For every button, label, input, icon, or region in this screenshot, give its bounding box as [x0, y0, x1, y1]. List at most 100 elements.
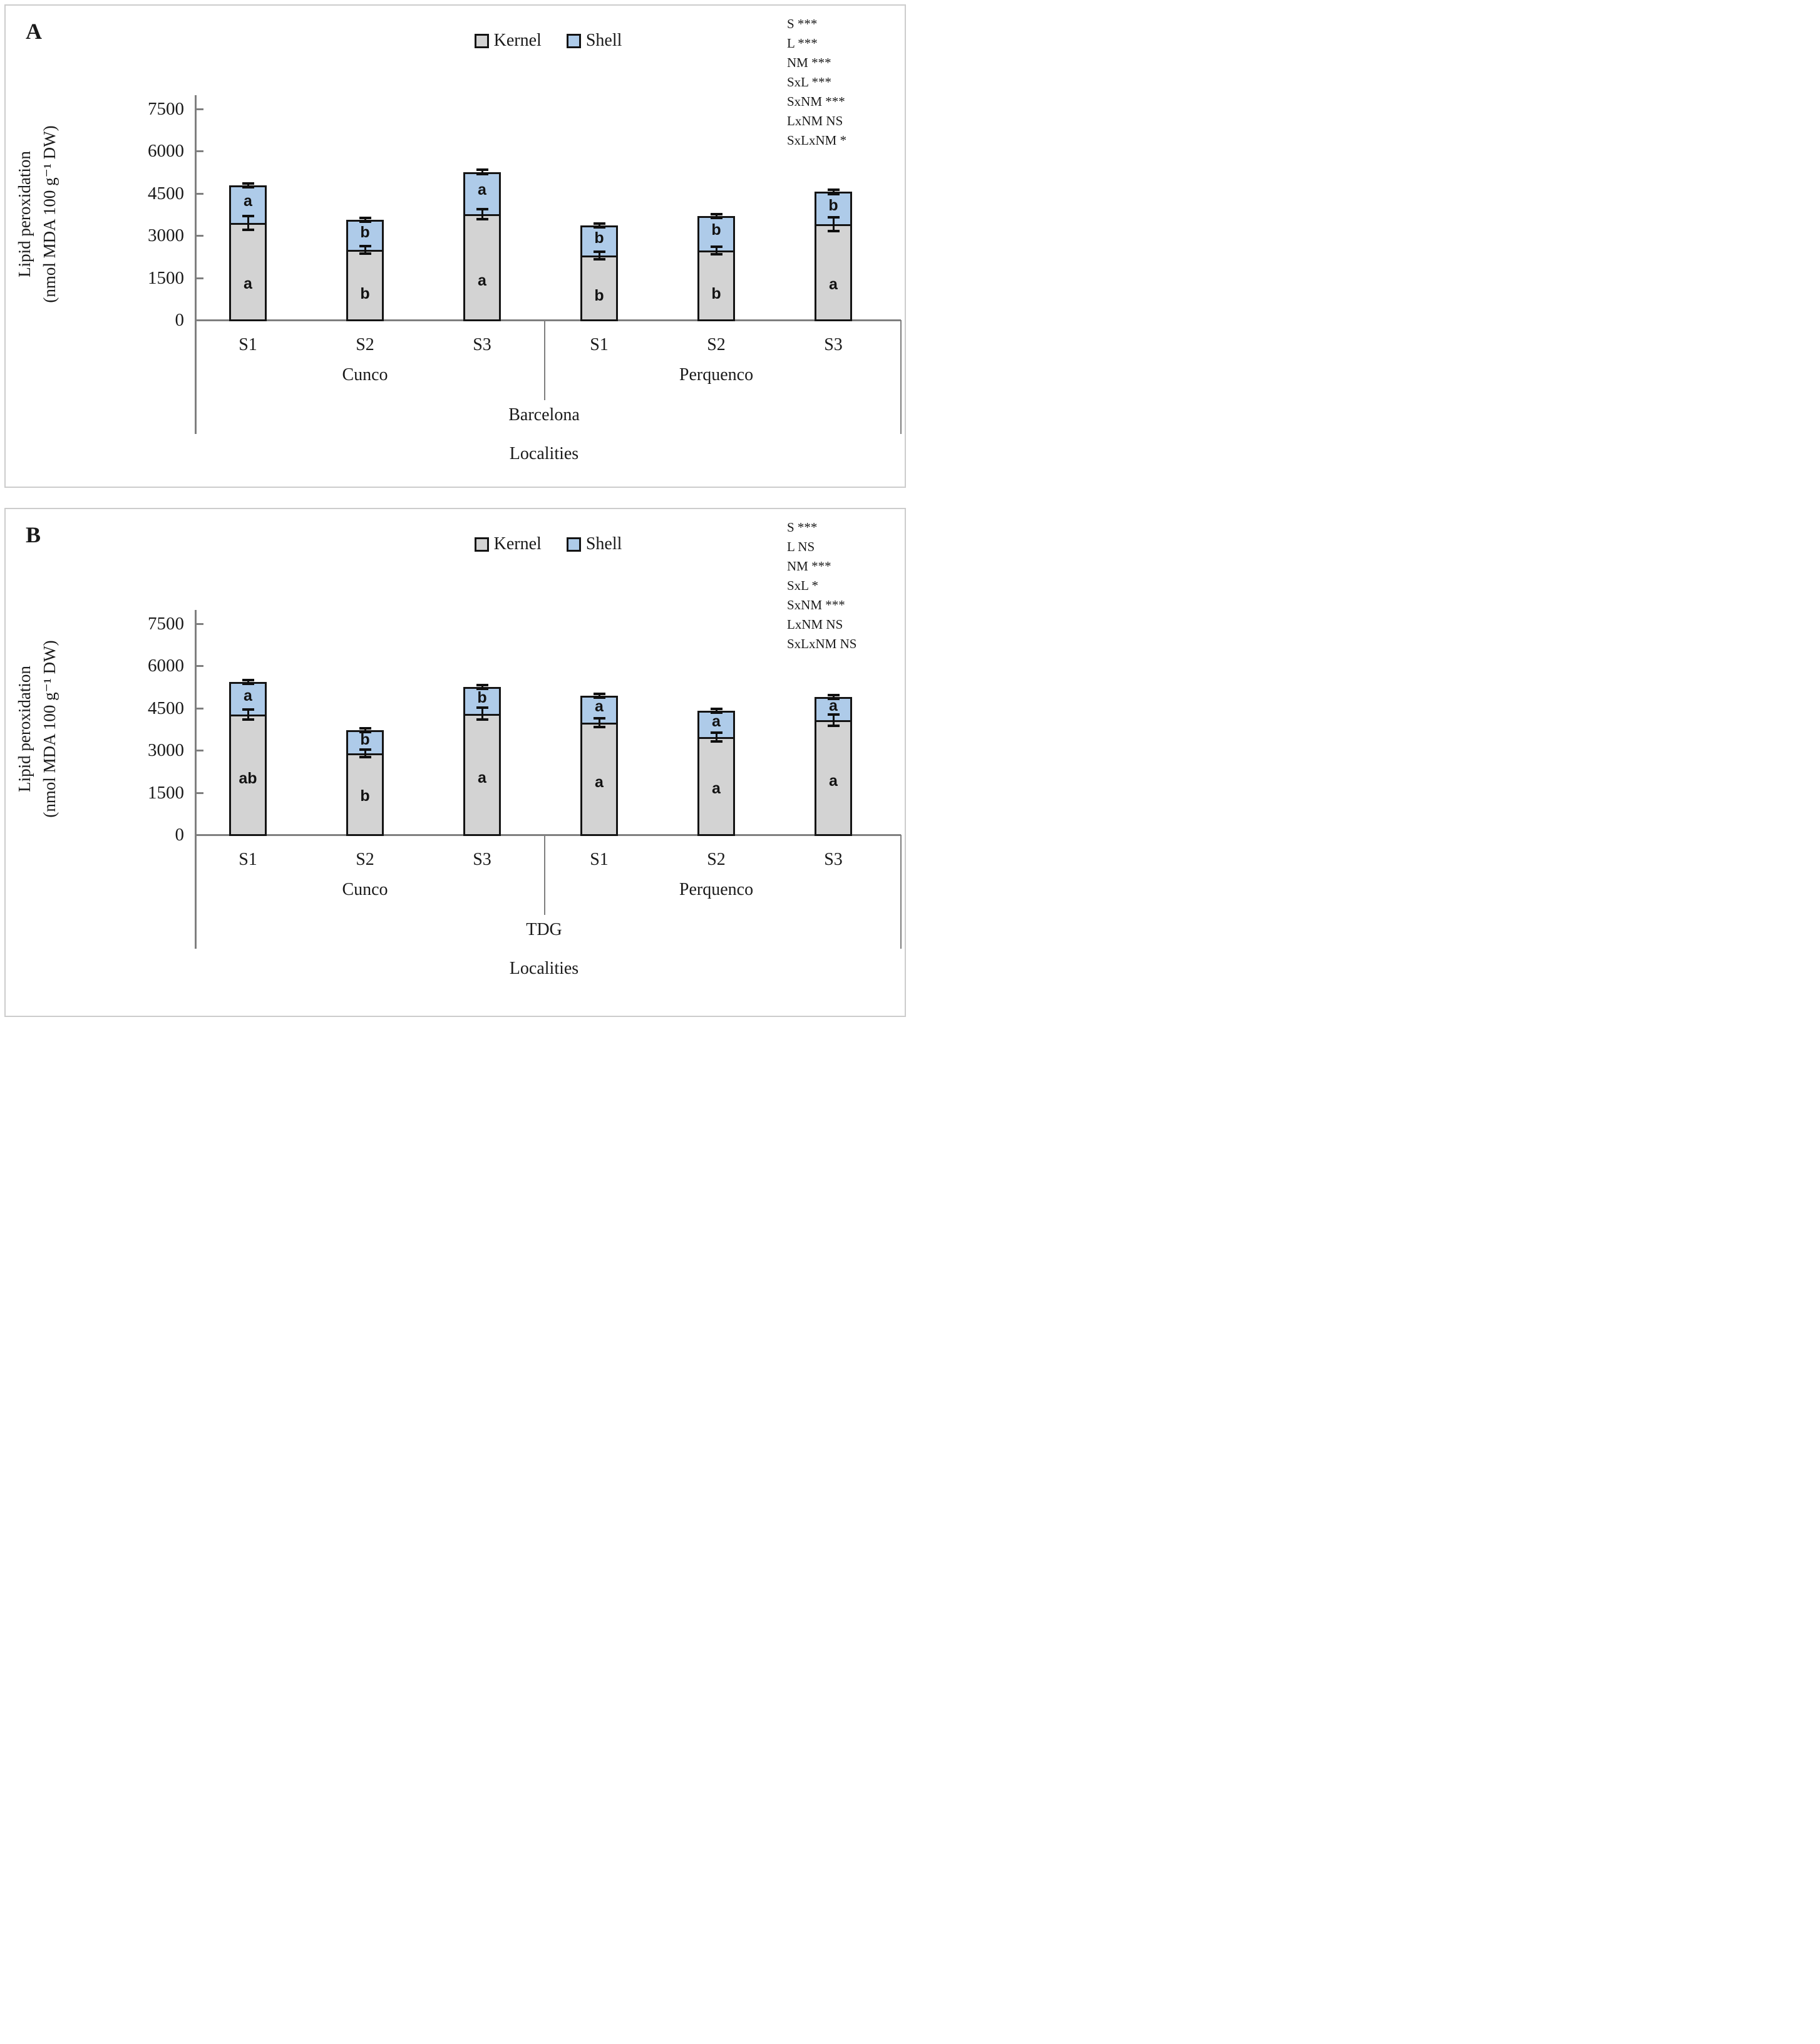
total-error-bar-cap-top: [242, 182, 254, 185]
legend-label: Kernel: [493, 31, 542, 50]
total-error-bar-cap-bottom: [242, 683, 254, 686]
kernel-error-bar-cap-top: [827, 713, 840, 716]
total-error-bar-cap-bottom: [476, 173, 488, 176]
kernel-error-bar: [364, 246, 366, 254]
total-error-bar-cap-top: [476, 683, 488, 686]
total-error-bar: [715, 214, 717, 218]
total-error-bar: [364, 217, 366, 222]
y-tick: [195, 108, 203, 110]
kernel-error-bar-cap-bottom: [710, 740, 722, 743]
stats-line: NM ***: [787, 559, 831, 574]
kernel-error-bar-cap-bottom: [476, 218, 488, 221]
total-error-bar: [832, 694, 835, 699]
y-axis-line: [195, 95, 197, 434]
shell-segment: [229, 185, 267, 225]
total-error-bar-cap-top: [359, 216, 371, 219]
y-axis-title-line1: Lipid peroxidation: [15, 151, 34, 278]
kernel-error-bar: [364, 750, 366, 758]
total-error-bar-cap-top: [242, 679, 254, 682]
y-axis-line: [195, 609, 197, 949]
kernel-error-bar-cap-top: [242, 708, 254, 711]
legend-swatch-kernel: [474, 33, 489, 48]
y-tick-label: 1500: [148, 267, 184, 288]
y-tick-label: 4500: [148, 183, 184, 204]
season-label: S3: [473, 850, 491, 869]
total-error-bar: [481, 684, 483, 689]
y-tick-label: 6000: [148, 656, 184, 676]
stats-line: LxNM NS: [787, 113, 843, 128]
season-label: S3: [824, 850, 843, 869]
legend-swatch-shell: [566, 537, 581, 552]
shell-letter: b: [477, 688, 487, 706]
y-tick: [195, 792, 203, 794]
shell-letter: b: [360, 223, 370, 241]
total-error-bar-cap-bottom: [242, 185, 254, 188]
stats-line: L NS: [787, 539, 815, 554]
kernel-error-bar-cap-top: [593, 717, 605, 720]
kernel-error-bar-cap-top: [476, 208, 488, 211]
stats-line: S ***: [787, 16, 818, 31]
total-error-bar-cap-bottom: [827, 192, 840, 195]
kernel-segment: [229, 715, 267, 836]
kernel-error-bar: [247, 710, 249, 720]
y-tick: [195, 150, 203, 152]
y-tick-label: 0: [175, 825, 185, 845]
shell-letter: a: [712, 712, 721, 730]
stats-line: SxNM ***: [787, 597, 845, 612]
total-error-bar-cap-top: [476, 168, 488, 172]
season-label: S3: [473, 335, 491, 354]
y-tick-label: 1500: [148, 782, 184, 803]
kernel-letter: b: [594, 286, 604, 304]
kernel-error-bar-cap-bottom: [593, 725, 605, 728]
kernel-segment: [815, 720, 852, 836]
legend-item-shell: Shell: [566, 31, 622, 51]
y-tick-label: 7500: [148, 613, 184, 634]
kernel-error-bar-cap-top: [359, 748, 371, 751]
stats-line: SxLxNM *: [787, 133, 847, 148]
kernel-segment: [580, 722, 618, 836]
kernel-error-bar: [598, 251, 600, 259]
total-error-bar-cap-top: [827, 188, 840, 191]
kernel-error-bar-cap-bottom: [476, 718, 488, 721]
shell-letter: b: [360, 730, 370, 748]
shell-letter: a: [244, 686, 252, 705]
panel-letter: A: [26, 19, 42, 44]
total-error-bar-cap-top: [359, 727, 371, 730]
stats-line: S ***: [787, 520, 818, 535]
total-error-bar: [598, 693, 600, 698]
stats-line: SxNM ***: [787, 94, 845, 109]
locality-label: Cunco: [342, 880, 388, 899]
season-label: S2: [707, 335, 726, 354]
kernel-letter: b: [360, 787, 370, 805]
total-error-bar: [247, 183, 249, 187]
legend-item-kernel: Kernel: [474, 31, 542, 51]
locality-label: Perquenco: [679, 880, 754, 899]
shell-segment: [580, 225, 618, 257]
total-error-bar-cap-bottom: [710, 216, 722, 219]
kernel-segment: [346, 753, 384, 836]
kernel-segment: [580, 255, 618, 321]
total-error-bar: [598, 224, 600, 228]
kernel-error-bar: [247, 215, 249, 230]
kernel-segment: [815, 224, 852, 321]
y-tick-label: 4500: [148, 698, 184, 718]
total-error-bar-cap-top: [593, 692, 605, 695]
shell-letter: a: [478, 181, 486, 199]
legend-item-kernel: Kernel: [474, 534, 542, 554]
total-error-bar-cap-top: [593, 222, 605, 225]
kernel-error-bar-cap-bottom: [710, 252, 722, 256]
kernel-error-bar-cap-bottom: [359, 756, 371, 759]
total-error-bar: [715, 709, 717, 713]
kernel-error-bar-cap-bottom: [242, 229, 254, 231]
kernel-letter: a: [478, 272, 486, 290]
kernel-letter: b: [360, 284, 370, 302]
total-error-bar-cap-bottom: [827, 697, 840, 700]
locality-label: Cunco: [342, 365, 388, 385]
stats-line: NM ***: [787, 55, 831, 70]
legend: Kernel Shell: [195, 534, 901, 554]
shell-letter: a: [829, 697, 838, 715]
kernel-error-bar-cap-bottom: [827, 230, 840, 233]
kernel-error-bar-cap-top: [359, 245, 371, 248]
kernel-letter: a: [244, 275, 252, 293]
kernel-error-bar: [832, 217, 835, 232]
